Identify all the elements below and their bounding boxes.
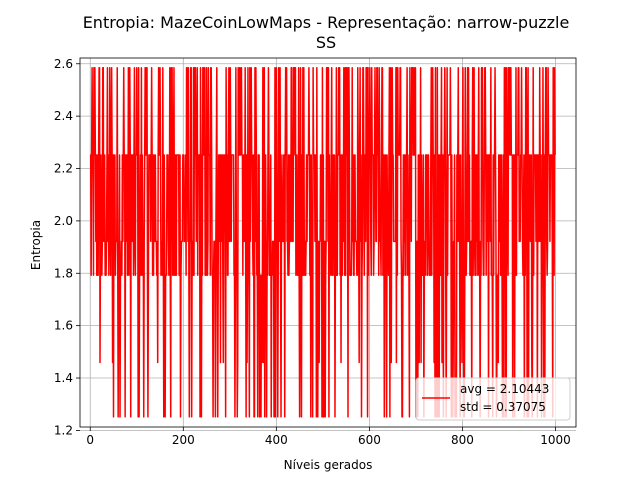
y-tick-label: 2.0 (54, 214, 73, 228)
x-tick-label: 1000 (540, 433, 571, 447)
x-axis-label: Níveis gerados (284, 458, 373, 472)
y-tick-label: 2.6 (54, 57, 73, 71)
x-tick-label: 0 (86, 433, 94, 447)
y-tick-label: 2.2 (54, 162, 73, 176)
series-line-entropy (89, 66, 556, 418)
x-tick-label: 200 (172, 433, 195, 447)
chart-title-line-2: SS (316, 33, 336, 52)
x-tick-label: 600 (358, 433, 381, 447)
axes: 0 200 400 600 800 1000 1.2 1.4 1.6 1.8 2.0 2.2 2.4 2.… (54, 57, 577, 447)
legend-box (415, 377, 571, 421)
legend-std-text: std = 0.37075 (460, 400, 546, 414)
y-tick-label: 1.6 (54, 319, 73, 333)
y-tick-label: 1.8 (54, 266, 73, 280)
y-tick-label: 1.2 (54, 423, 73, 437)
x-tick-label: 400 (265, 433, 288, 447)
legend: avg = 2.10443 std = 0.37075 (415, 377, 571, 421)
axes-frame (79, 57, 577, 428)
y-axis-label: Entropia (29, 220, 43, 270)
x-tick-label: 800 (451, 433, 474, 447)
chart-title-line-1: Entropia: MazeCoinLowMaps - Representaçã… (83, 13, 570, 32)
plot-area (89, 66, 556, 418)
y-tick-label: 2.4 (54, 109, 73, 123)
legend-avg-text: avg = 2.10443 (460, 382, 549, 396)
y-tick-label: 1.4 (54, 371, 73, 385)
